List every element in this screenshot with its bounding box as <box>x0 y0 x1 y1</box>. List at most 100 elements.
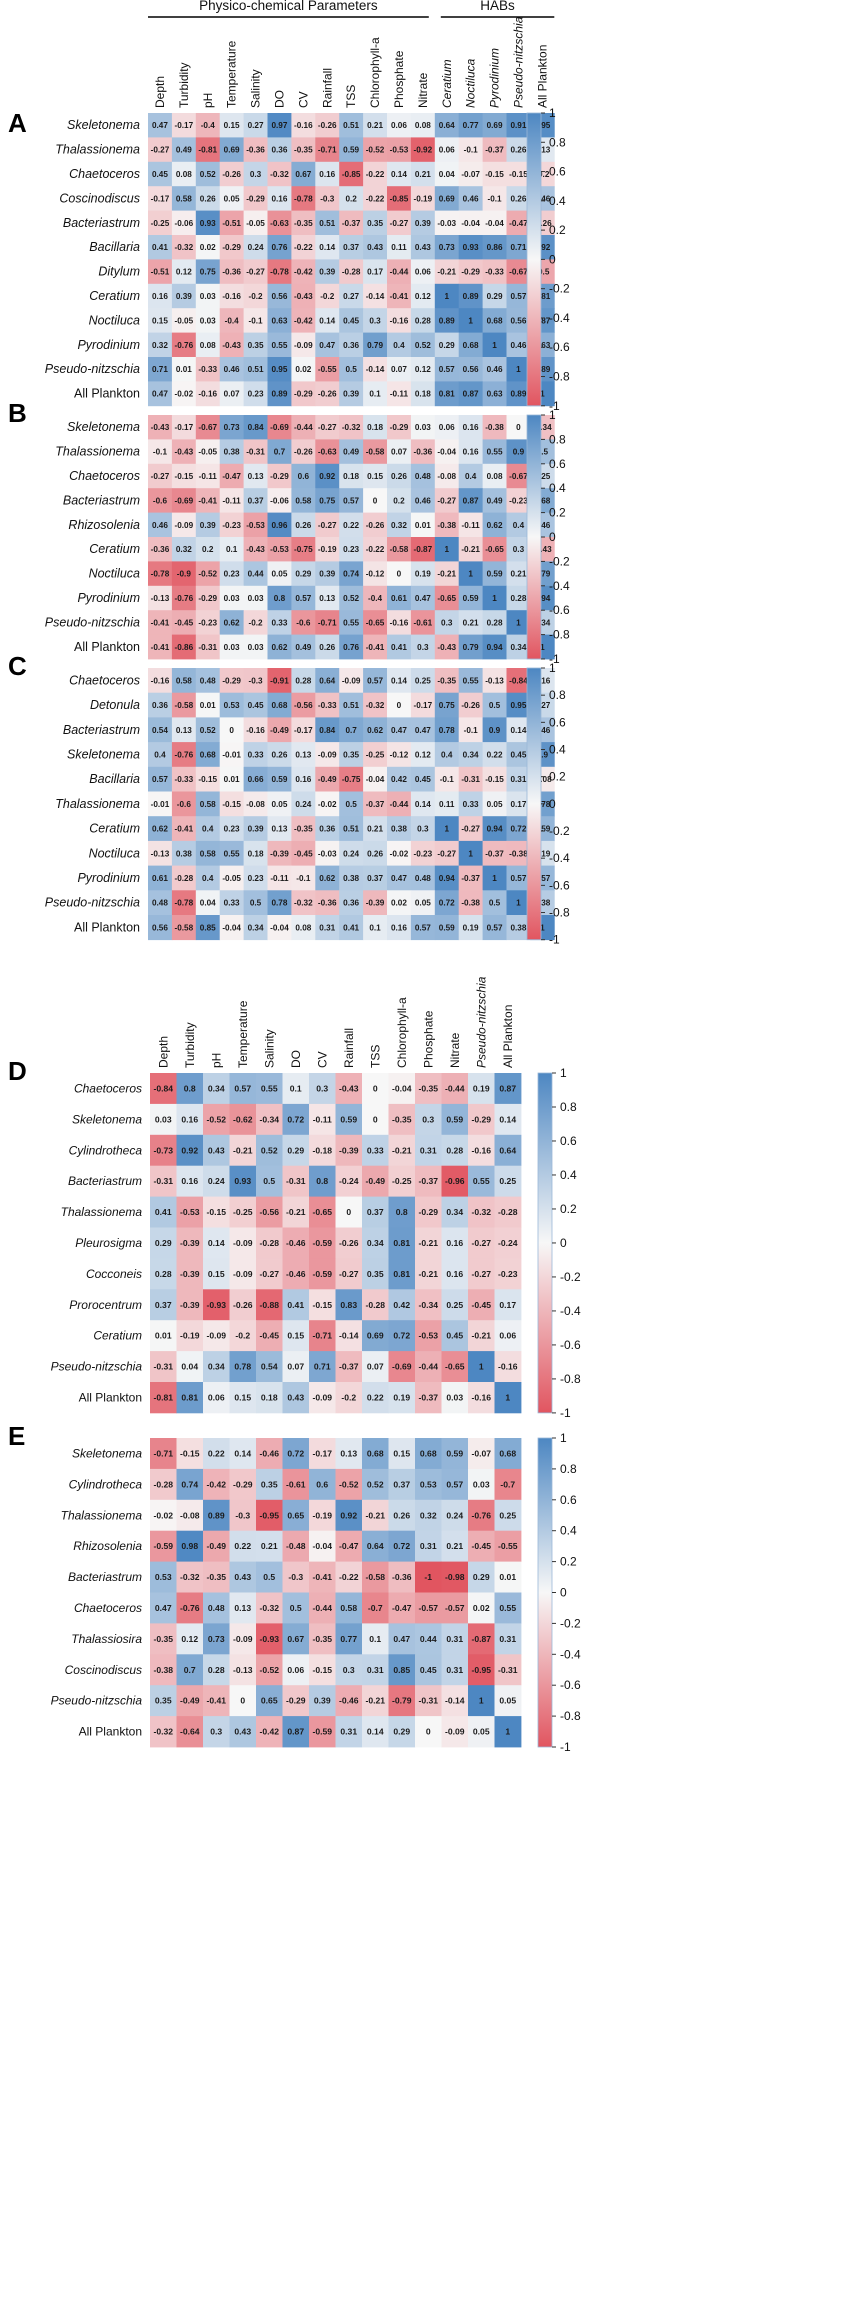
cell-value-label: -0.3 <box>235 1510 250 1520</box>
heatmap-cell <box>195 766 221 792</box>
cell-value-label: 0.3 <box>210 1727 222 1737</box>
cell-value-label: 0.16 <box>181 1114 198 1124</box>
colorbar-tick-label: -0.4 <box>549 579 570 593</box>
heatmap-cell <box>415 1073 442 1105</box>
heatmap-cell <box>256 1685 283 1717</box>
cell-value-label: 0.23 <box>224 570 240 579</box>
row-label: Coscinodiscus <box>65 1663 142 1677</box>
cell-value-label: 0.36 <box>271 146 287 155</box>
cell-value-label: 0.2 <box>202 545 214 554</box>
cell-value-label: 1 <box>540 923 545 932</box>
row-label: Bacillaria <box>89 240 140 254</box>
heatmap-cell <box>363 890 388 916</box>
heatmap-cell <box>410 488 436 513</box>
cell-value-label: -0.48 <box>286 1541 306 1551</box>
cell-value-label: 0.94 <box>534 594 550 603</box>
cell-value-label: -0.71 <box>153 1448 173 1458</box>
heatmap-cell <box>458 766 483 792</box>
cell-value-label: -0.28 <box>175 874 194 883</box>
cell-value-label: 0.56 <box>152 923 168 932</box>
heatmap-cell <box>482 488 507 513</box>
heatmap-cell <box>315 308 340 333</box>
heatmap-cell <box>203 1320 230 1352</box>
heatmap-cell <box>203 1685 230 1717</box>
cell-value-label: -0.1 <box>296 874 311 883</box>
cell-value-label: 0.8 <box>316 1176 328 1186</box>
heatmap-cell <box>434 308 460 333</box>
colorbar-tick-label: 0 <box>560 1586 567 1600</box>
heatmap-cell <box>335 1438 363 1470</box>
cell-value-label: 0.56 <box>271 292 287 301</box>
heatmap-cell <box>458 308 483 333</box>
cell-value-label: 1 <box>540 643 545 652</box>
cell-value-label: 0.34 <box>446 1207 463 1217</box>
heatmap-cell <box>219 439 244 465</box>
heatmap-cell <box>150 1351 177 1383</box>
cell-value-label: 0.64 <box>439 121 455 130</box>
heatmap-cell <box>267 488 292 513</box>
heatmap-cell <box>219 113 244 138</box>
cell-value-label: 0.34 <box>248 923 264 932</box>
cell-value-label: 0.03 <box>224 594 240 603</box>
heatmap-cell <box>148 210 173 236</box>
cell-value-label: 0.26 <box>367 849 383 858</box>
heatmap-cell <box>243 283 268 309</box>
colorbar-tick-label: -1 <box>549 652 560 666</box>
cell-value-label: -0.37 <box>366 800 385 809</box>
heatmap-cell <box>148 742 173 768</box>
heatmap-cell <box>387 357 412 382</box>
heatmap-cell <box>415 1499 442 1532</box>
heatmap-cell <box>441 1103 469 1136</box>
heatmap-cell <box>441 1592 469 1624</box>
heatmap-cell <box>267 357 292 382</box>
heatmap-cell <box>195 283 221 309</box>
cell-value-label: -0.93 <box>259 1634 279 1644</box>
cell-value-label: -0.59 <box>312 1269 332 1279</box>
heatmap-cell <box>468 1685 495 1717</box>
row-label: Noctiluca <box>89 567 140 581</box>
colorbar-tick-label: 0.2 <box>549 223 566 237</box>
heatmap-cell <box>267 137 292 163</box>
cell-value-label: 0.5 <box>345 365 357 374</box>
heatmap-cell <box>339 161 364 187</box>
cell-value-label: -0.9 <box>177 570 192 579</box>
heatmap-cell <box>362 1227 389 1259</box>
heatmap-cell <box>388 1654 416 1686</box>
heatmap-cell <box>203 1499 230 1532</box>
cell-value-label: -0.1 <box>153 448 168 457</box>
row-label: Thalassionema <box>61 1205 143 1219</box>
heatmap-cell <box>282 1592 310 1624</box>
heatmap-cell <box>315 210 340 236</box>
column-label: Turbidity <box>177 62 191 108</box>
colorbar-C <box>526 667 542 941</box>
column-label: Rainfall <box>342 1028 356 1068</box>
cell-value-label: 0.94 <box>439 874 455 883</box>
colorbar-tick-label: -1 <box>560 1740 571 1754</box>
cell-value-label: 0.15 <box>393 1448 410 1458</box>
heatmap-cell <box>387 816 412 842</box>
heatmap-cell <box>434 439 460 465</box>
heatmap-cell <box>458 210 483 236</box>
heatmap-cell <box>362 1351 389 1383</box>
heatmap-cell <box>256 1499 283 1532</box>
cell-value-label: -0.15 <box>509 170 528 179</box>
colorbar-tick-label: -0.8 <box>549 628 570 642</box>
heatmap-cell <box>387 137 412 163</box>
heatmap-cell <box>203 1716 230 1748</box>
heatmap-cell <box>282 1258 310 1290</box>
cell-value-label: -0.75 <box>294 545 313 554</box>
heatmap-cell <box>339 692 364 718</box>
cell-value-label: 0.5 <box>345 800 357 809</box>
heatmap-cell <box>256 1320 283 1352</box>
cell-value-label: -0.36 <box>414 448 433 457</box>
heatmap-cell <box>282 1134 310 1167</box>
row-label: All Plankton <box>79 1390 142 1404</box>
row-label: Pseudo-nitzschia <box>51 1360 143 1374</box>
cell-value-label: -0.18 <box>312 1145 332 1155</box>
cell-value-label: 0.67 <box>295 170 311 179</box>
heatmap-cell <box>434 585 460 611</box>
heatmap-cell <box>339 113 364 138</box>
heatmap-cell <box>363 235 388 260</box>
cell-value-label: 0.79 <box>534 570 550 579</box>
cell-value-label: 0.73 <box>439 243 455 252</box>
